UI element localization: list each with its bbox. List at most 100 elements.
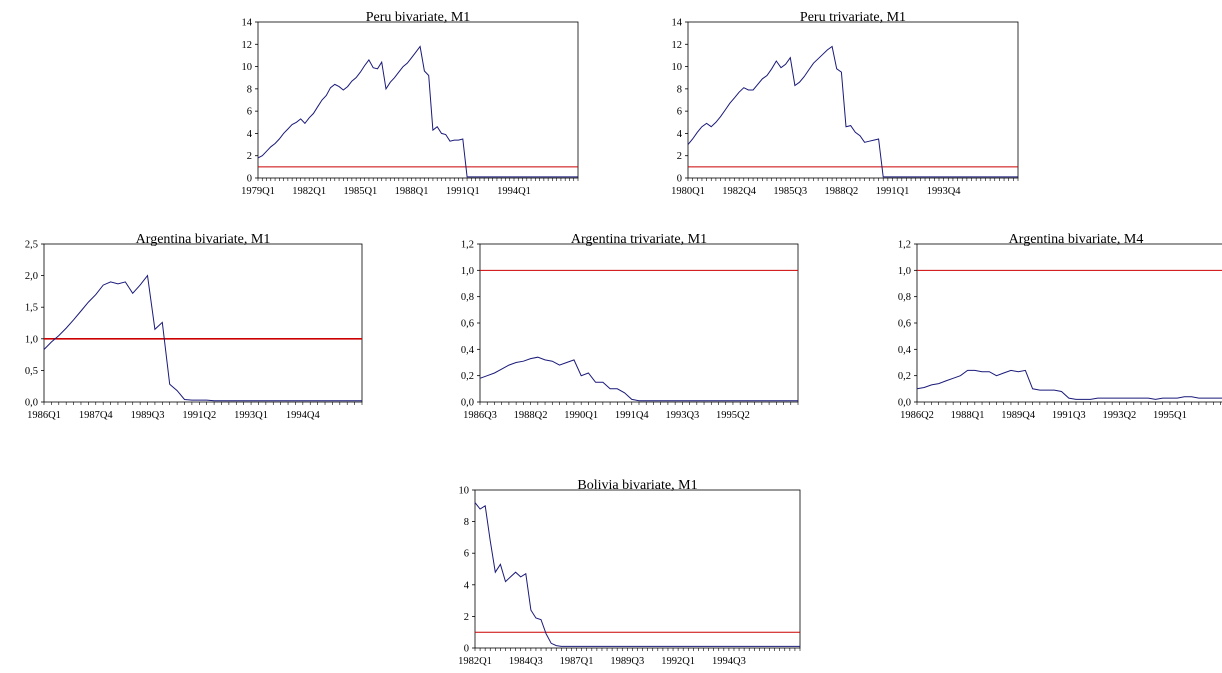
series-line — [916, 369, 1222, 400]
x-tick-label: 1979Q1 — [241, 186, 275, 197]
y-tick-label: 2,0 — [25, 271, 38, 282]
y-tick-label: 2,5 — [25, 240, 38, 251]
x-tick-label: 1987Q1 — [560, 656, 594, 667]
plot-frame — [687, 21, 1019, 179]
x-tick-label: 1986Q3 — [463, 410, 497, 421]
y-tick-label: 14 — [672, 18, 683, 29]
plot-frame — [257, 21, 579, 179]
x-tick-label: 1988Q2 — [824, 186, 858, 197]
y-tick-label: 1,0 — [25, 334, 38, 345]
y-tick-label: 4 — [677, 129, 683, 140]
y-tick-label: 10 — [672, 62, 683, 73]
y-tick-label: 0,2 — [461, 371, 474, 382]
plot-frame — [916, 243, 1222, 403]
x-tick-label: 1994Q4 — [286, 410, 321, 421]
y-tick-label: 1,2 — [461, 240, 474, 251]
y-tick-label: 1,0 — [898, 266, 911, 277]
y-tick-label: 14 — [242, 18, 253, 29]
x-tick-label: 1993Q1 — [234, 410, 268, 421]
x-tick-label: 1988Q1 — [395, 186, 429, 197]
series-line — [257, 45, 578, 178]
y-tick-label: 12 — [672, 40, 683, 51]
y-tick-label: 0 — [464, 644, 469, 655]
x-tick-label: 1992Q1 — [661, 656, 695, 667]
plot-frame — [479, 243, 799, 403]
chart-panel: 0,0 0,5 1,0 1,5 2,0 2,5 1986Q1 1987Q4 1989Q3 1991… — [25, 232, 363, 421]
x-tick-label: 1993Q2 — [1102, 410, 1136, 421]
y-tick-label: 2 — [677, 151, 682, 162]
y-tick-label: 4 — [247, 129, 253, 140]
chart-title: Argentina bivariate, M1 — [136, 232, 271, 247]
y-tick-label: 6 — [677, 107, 682, 118]
chart-title: Argentina trivariate, M1 — [571, 232, 707, 247]
y-tick-label: 8 — [464, 517, 469, 528]
chart-panel: 0 2 4 6 8 10 1982Q1 1984Q3 1987Q1 1989Q3 1992Q1 199… — [458, 478, 801, 667]
x-tick-label: 1993Q3 — [665, 410, 699, 421]
x-tick-label: 1986Q2 — [900, 410, 934, 421]
x-tick-label: 1982Q1 — [458, 656, 492, 667]
series-line — [474, 502, 800, 647]
y-tick-label: 8 — [247, 84, 252, 95]
y-tick-label: 8 — [677, 84, 682, 95]
y-tick-label: 0,6 — [461, 319, 474, 330]
y-tick-label: 0,0 — [25, 398, 38, 409]
x-tick-label: 1991Q4 — [615, 410, 650, 421]
x-tick-label: 1990Q1 — [564, 410, 598, 421]
x-tick-label: 1988Q1 — [951, 410, 985, 421]
y-tick-label: 2 — [247, 151, 252, 162]
x-tick-label: 1985Q1 — [343, 186, 377, 197]
y-tick-label: 12 — [242, 40, 253, 51]
plot-frame — [474, 489, 801, 649]
x-tick-label: 1986Q1 — [27, 410, 61, 421]
y-tick-label: 0 — [247, 174, 252, 185]
x-tick-label: 1995Q1 — [1153, 410, 1187, 421]
chart-panel: 0,0 0,2 0,4 0,6 0,8 1,0 1,2 1986Q3 1988Q2 1990Q1 1… — [461, 232, 799, 421]
y-tick-label: 1,0 — [461, 266, 474, 277]
chart-panel: 0,0 0,2 0,4 0,6 0,8 1,0 1,2 1986Q2 1988Q1 1989Q4 1… — [898, 232, 1222, 421]
y-tick-label: 0,5 — [25, 366, 38, 377]
x-tick-label: 1987Q4 — [79, 410, 114, 421]
chart-title: Peru trivariate, M1 — [800, 10, 906, 25]
x-tick-label: 1994Q1 — [497, 186, 531, 197]
x-tick-label: 1984Q3 — [509, 656, 543, 667]
y-tick-label: 1,5 — [25, 303, 38, 314]
y-tick-label: 0,4 — [461, 345, 475, 356]
y-tick-label: 6 — [247, 107, 252, 118]
series-line — [687, 45, 1018, 178]
y-tick-label: 4 — [464, 580, 470, 591]
x-tick-label: 1991Q3 — [1052, 410, 1086, 421]
chart-panel: 0 2 4 6 8 10 12 14 1980Q1 1982Q4 1985Q3 1988Q2 1991Q… — [671, 10, 1019, 197]
y-tick-label: 0,6 — [898, 319, 911, 330]
x-tick-label: 1991Q2 — [182, 410, 216, 421]
y-tick-label: 0,8 — [461, 292, 474, 303]
y-tick-label: 1,2 — [898, 240, 911, 251]
y-tick-label: 0,2 — [898, 371, 911, 382]
x-tick-label: 1989Q4 — [1001, 410, 1036, 421]
x-tick-label: 1980Q1 — [671, 186, 705, 197]
y-tick-label: 0,0 — [898, 398, 911, 409]
x-tick-label: 1989Q3 — [610, 656, 644, 667]
y-tick-label: 10 — [459, 486, 470, 497]
x-tick-label: 1989Q3 — [131, 410, 165, 421]
y-tick-label: 0,8 — [898, 292, 911, 303]
x-tick-label: 1982Q4 — [722, 186, 757, 197]
y-tick-label: 6 — [464, 549, 469, 560]
chart-title: Bolivia bivariate, M1 — [577, 478, 697, 493]
x-tick-label: 1995Q2 — [716, 410, 750, 421]
y-tick-label: 0,4 — [898, 345, 912, 356]
chart-title: Peru bivariate, M1 — [366, 10, 471, 25]
x-tick-label: 1988Q2 — [514, 410, 548, 421]
y-tick-label: 0 — [677, 174, 682, 185]
chart-panel: 0 2 4 6 8 10 12 14 1979Q1 1982Q1 1985Q1 1988Q1 1991Q… — [241, 10, 579, 197]
chart-title: Argentina bivariate, M4 — [1009, 232, 1144, 247]
series-line — [43, 274, 362, 402]
y-tick-label: 0,0 — [461, 398, 474, 409]
x-tick-label: 1993Q4 — [927, 186, 962, 197]
x-tick-label: 1982Q1 — [292, 186, 326, 197]
x-tick-label: 1991Q1 — [446, 186, 480, 197]
x-tick-label: 1994Q3 — [712, 656, 746, 667]
x-tick-label: 1991Q1 — [876, 186, 910, 197]
y-tick-label: 2 — [464, 612, 469, 623]
plot-frame — [43, 243, 363, 403]
